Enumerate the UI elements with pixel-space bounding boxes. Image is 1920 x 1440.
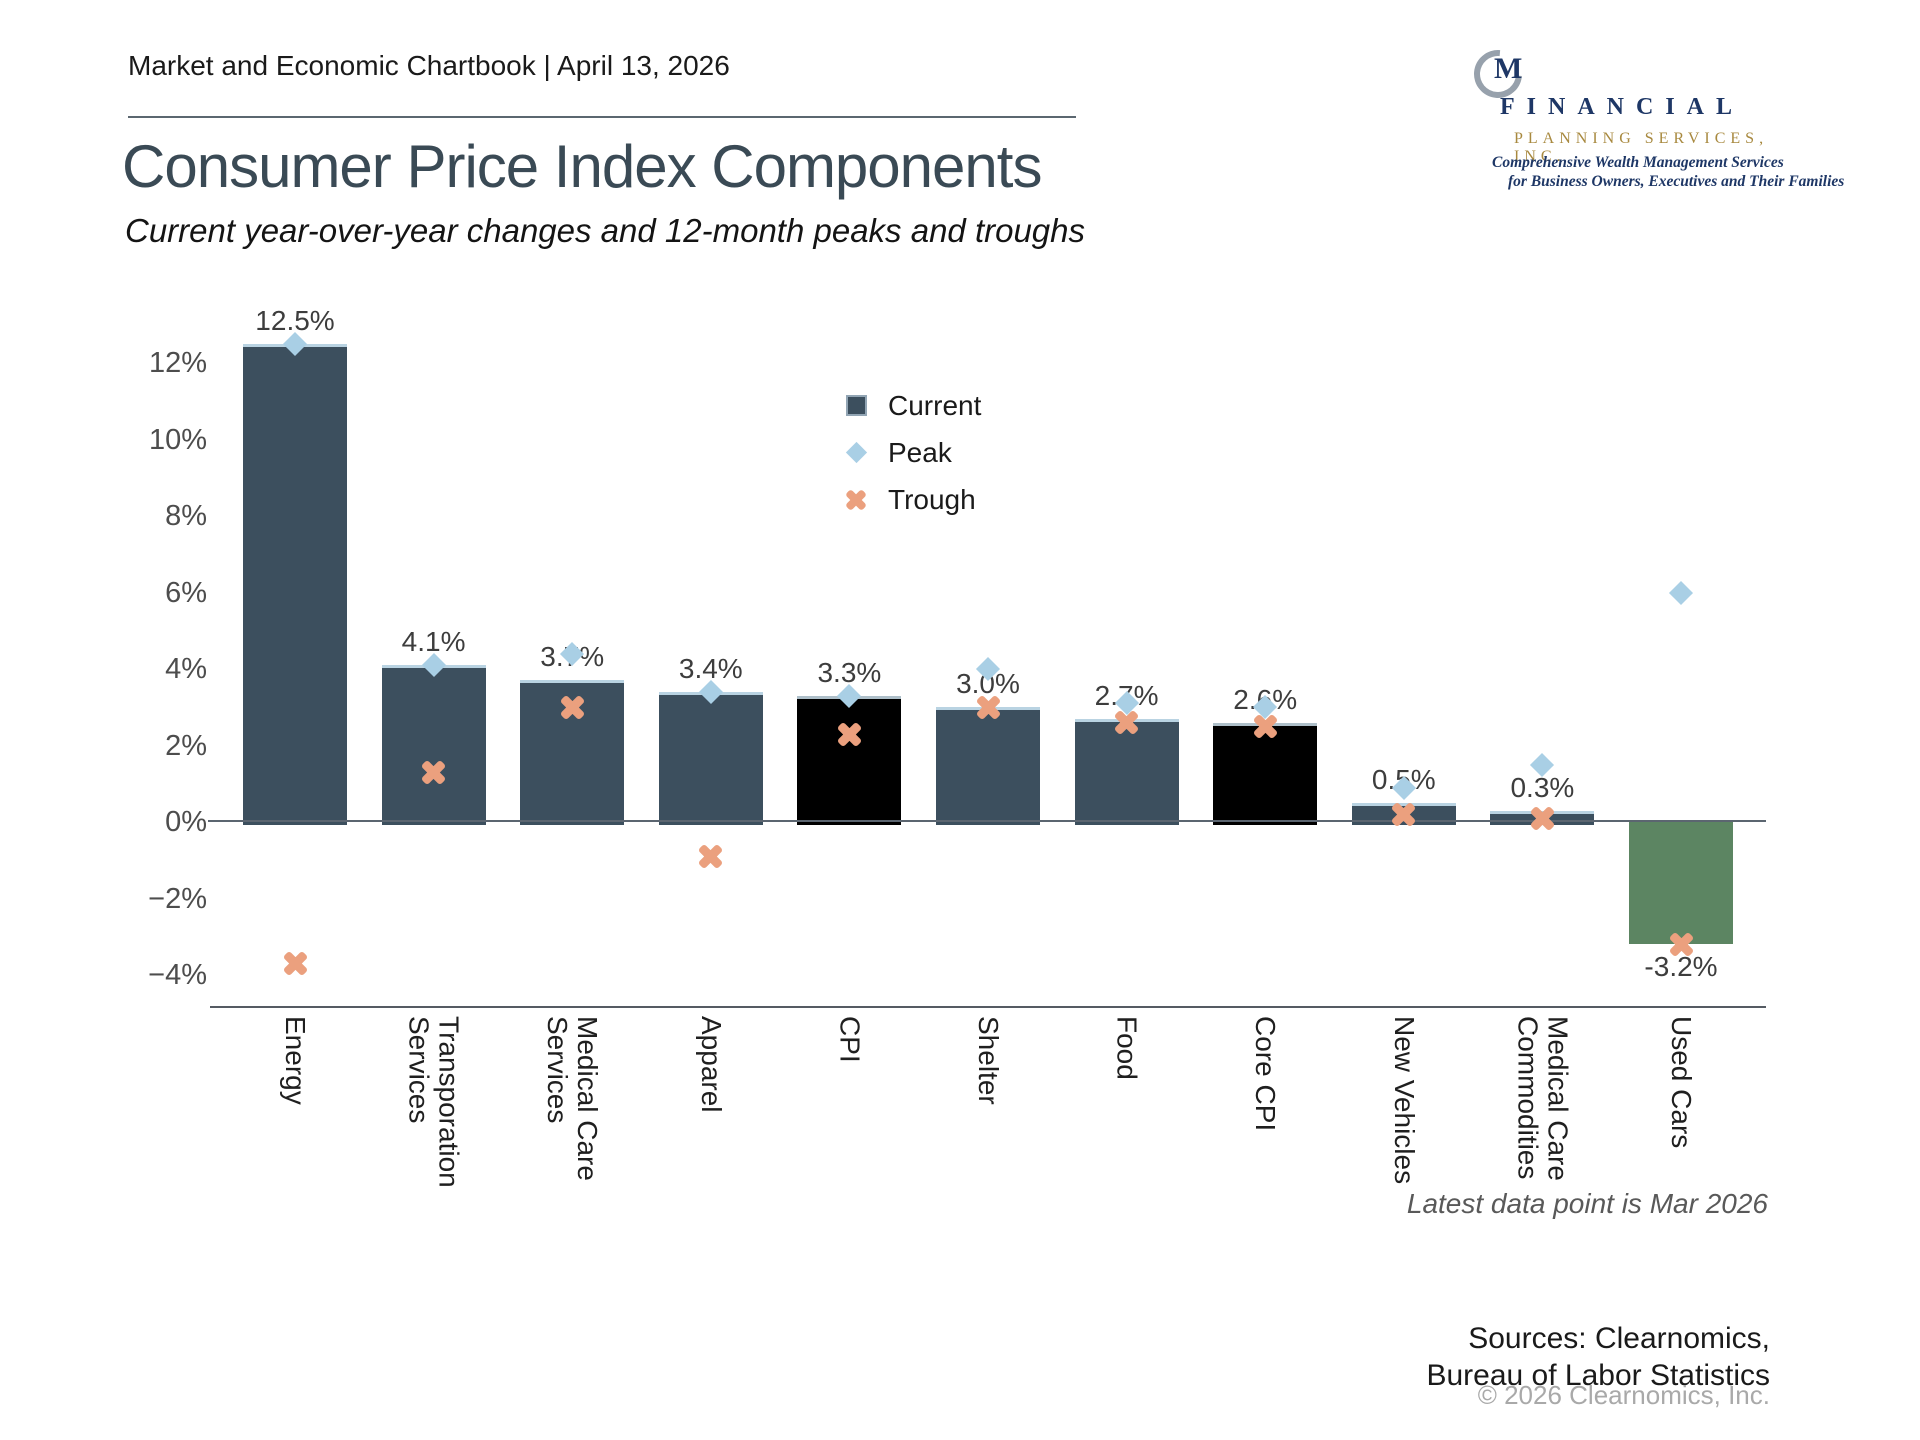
legend-label-current: Current	[888, 389, 982, 421]
trough-marker-medical-care-commodities	[1529, 805, 1556, 832]
bar-cpi	[797, 695, 902, 825]
trough-marker-shelter	[975, 694, 1002, 721]
y-tick-8: 8%	[165, 500, 207, 532]
value-label-medical-care-commodities: 0.3%	[1510, 771, 1575, 803]
legend-label-trough: Trough	[888, 483, 976, 515]
legend-label-peak: Peak	[888, 436, 952, 468]
trough-marker-transporation-services	[420, 759, 447, 786]
trough-marker-cpi	[836, 721, 863, 748]
trough-marker-core-cpi	[1252, 713, 1279, 740]
bar-used-cars	[1629, 822, 1733, 945]
y-tick-−4: −4%	[148, 959, 207, 991]
company-logo: M FINANCIAL PLANNING SERVICES, INC. Comp…	[1464, 40, 1844, 190]
current-square-icon	[845, 395, 867, 416]
category-label-shelter: Shelter	[973, 1016, 1004, 1105]
category-label-transporation-services: Transporation Services	[403, 1016, 465, 1188]
header-divider	[128, 116, 1076, 118]
trough-marker-medical-care-services	[559, 694, 586, 721]
legend-item-peak: Peak	[840, 429, 981, 476]
peak-diamond-icon	[845, 441, 867, 464]
logo-tagline-line1: Comprehensive Wealth Management Services	[1492, 154, 1784, 171]
bar-energy	[243, 343, 347, 825]
trough-x-icon	[844, 488, 868, 512]
y-tick-10: 10%	[148, 423, 207, 456]
peak-marker-used-cars	[1668, 580, 1694, 605]
trough-marker-apparel	[697, 843, 724, 870]
bar-food	[1074, 718, 1179, 825]
trough-marker-used-cars	[1668, 931, 1695, 958]
bar-apparel	[658, 691, 763, 825]
legend-item-current: Current	[840, 382, 981, 429]
category-label-new-vehicles: New Vehicles	[1388, 1016, 1420, 1185]
logo-monogram: M	[1494, 52, 1523, 85]
logo-name-line2: PLANNING SERVICES, INC.	[1514, 130, 1769, 165]
category-label-core-cpi: Core CPI	[1250, 1016, 1282, 1132]
value-label-transporation-services: 4.1%	[401, 626, 466, 658]
copyright-note: © 2026 Clearnomics, Inc.	[1477, 1380, 1770, 1410]
y-tick-12: 12%	[148, 347, 207, 379]
trough-marker-new-vehicles	[1390, 801, 1417, 828]
category-label-medical-care-services: Medical Care Services	[542, 1016, 604, 1181]
logo-name-line1: FINANCIAL	[1500, 94, 1745, 120]
y-tick-−2: −2%	[148, 882, 207, 915]
sources-line2: Bureau of Labor Statistics	[1426, 1359, 1770, 1392]
value-label-energy: 12.5%	[255, 304, 335, 336]
category-label-apparel: Apparel	[695, 1016, 727, 1113]
sources-note: Sources: Clearnomics, Bureau of Labor St…	[1426, 1320, 1770, 1394]
y-tick-2: 2%	[165, 729, 207, 762]
sources-line1: Sources: Clearnomics,	[1468, 1322, 1770, 1355]
zero-gridline	[208, 820, 1766, 822]
page-title: Consumer Price Index Components	[122, 133, 1042, 200]
report-kicker: Market and Economic Chartbook | April 13…	[128, 50, 730, 81]
y-tick-0: 0%	[165, 806, 207, 838]
category-label-medical-care-commodities: Medical Care Commodities	[1512, 1016, 1574, 1181]
value-label-cpi: 3.3%	[817, 656, 882, 688]
category-label-used-cars: Used Cars	[1666, 1016, 1697, 1149]
value-label-apparel: 3.4%	[678, 652, 743, 684]
logo-tagline-line2: for Business Owners, Executives and Thei…	[1508, 173, 1845, 190]
latest-data-note: Latest data point is Mar 2026	[1406, 1188, 1768, 1219]
y-tick-4: 4%	[165, 653, 207, 685]
bar-shelter	[936, 707, 1040, 825]
category-label-food: Food	[1111, 1016, 1143, 1080]
category-label-energy: Energy	[280, 1016, 311, 1105]
trough-marker-food	[1113, 709, 1140, 736]
legend-item-trough: Trough	[840, 476, 981, 523]
category-label-cpi: CPI	[834, 1016, 866, 1063]
trough-marker-energy	[282, 950, 309, 977]
bar-transporation-services	[381, 665, 486, 825]
page-subtitle: Current year-over-year changes and 12-mo…	[125, 212, 1086, 249]
chart-legend: Current Peak Trough	[840, 382, 981, 523]
y-tick-6: 6%	[165, 576, 207, 609]
category-axis-line	[210, 1006, 1766, 1008]
